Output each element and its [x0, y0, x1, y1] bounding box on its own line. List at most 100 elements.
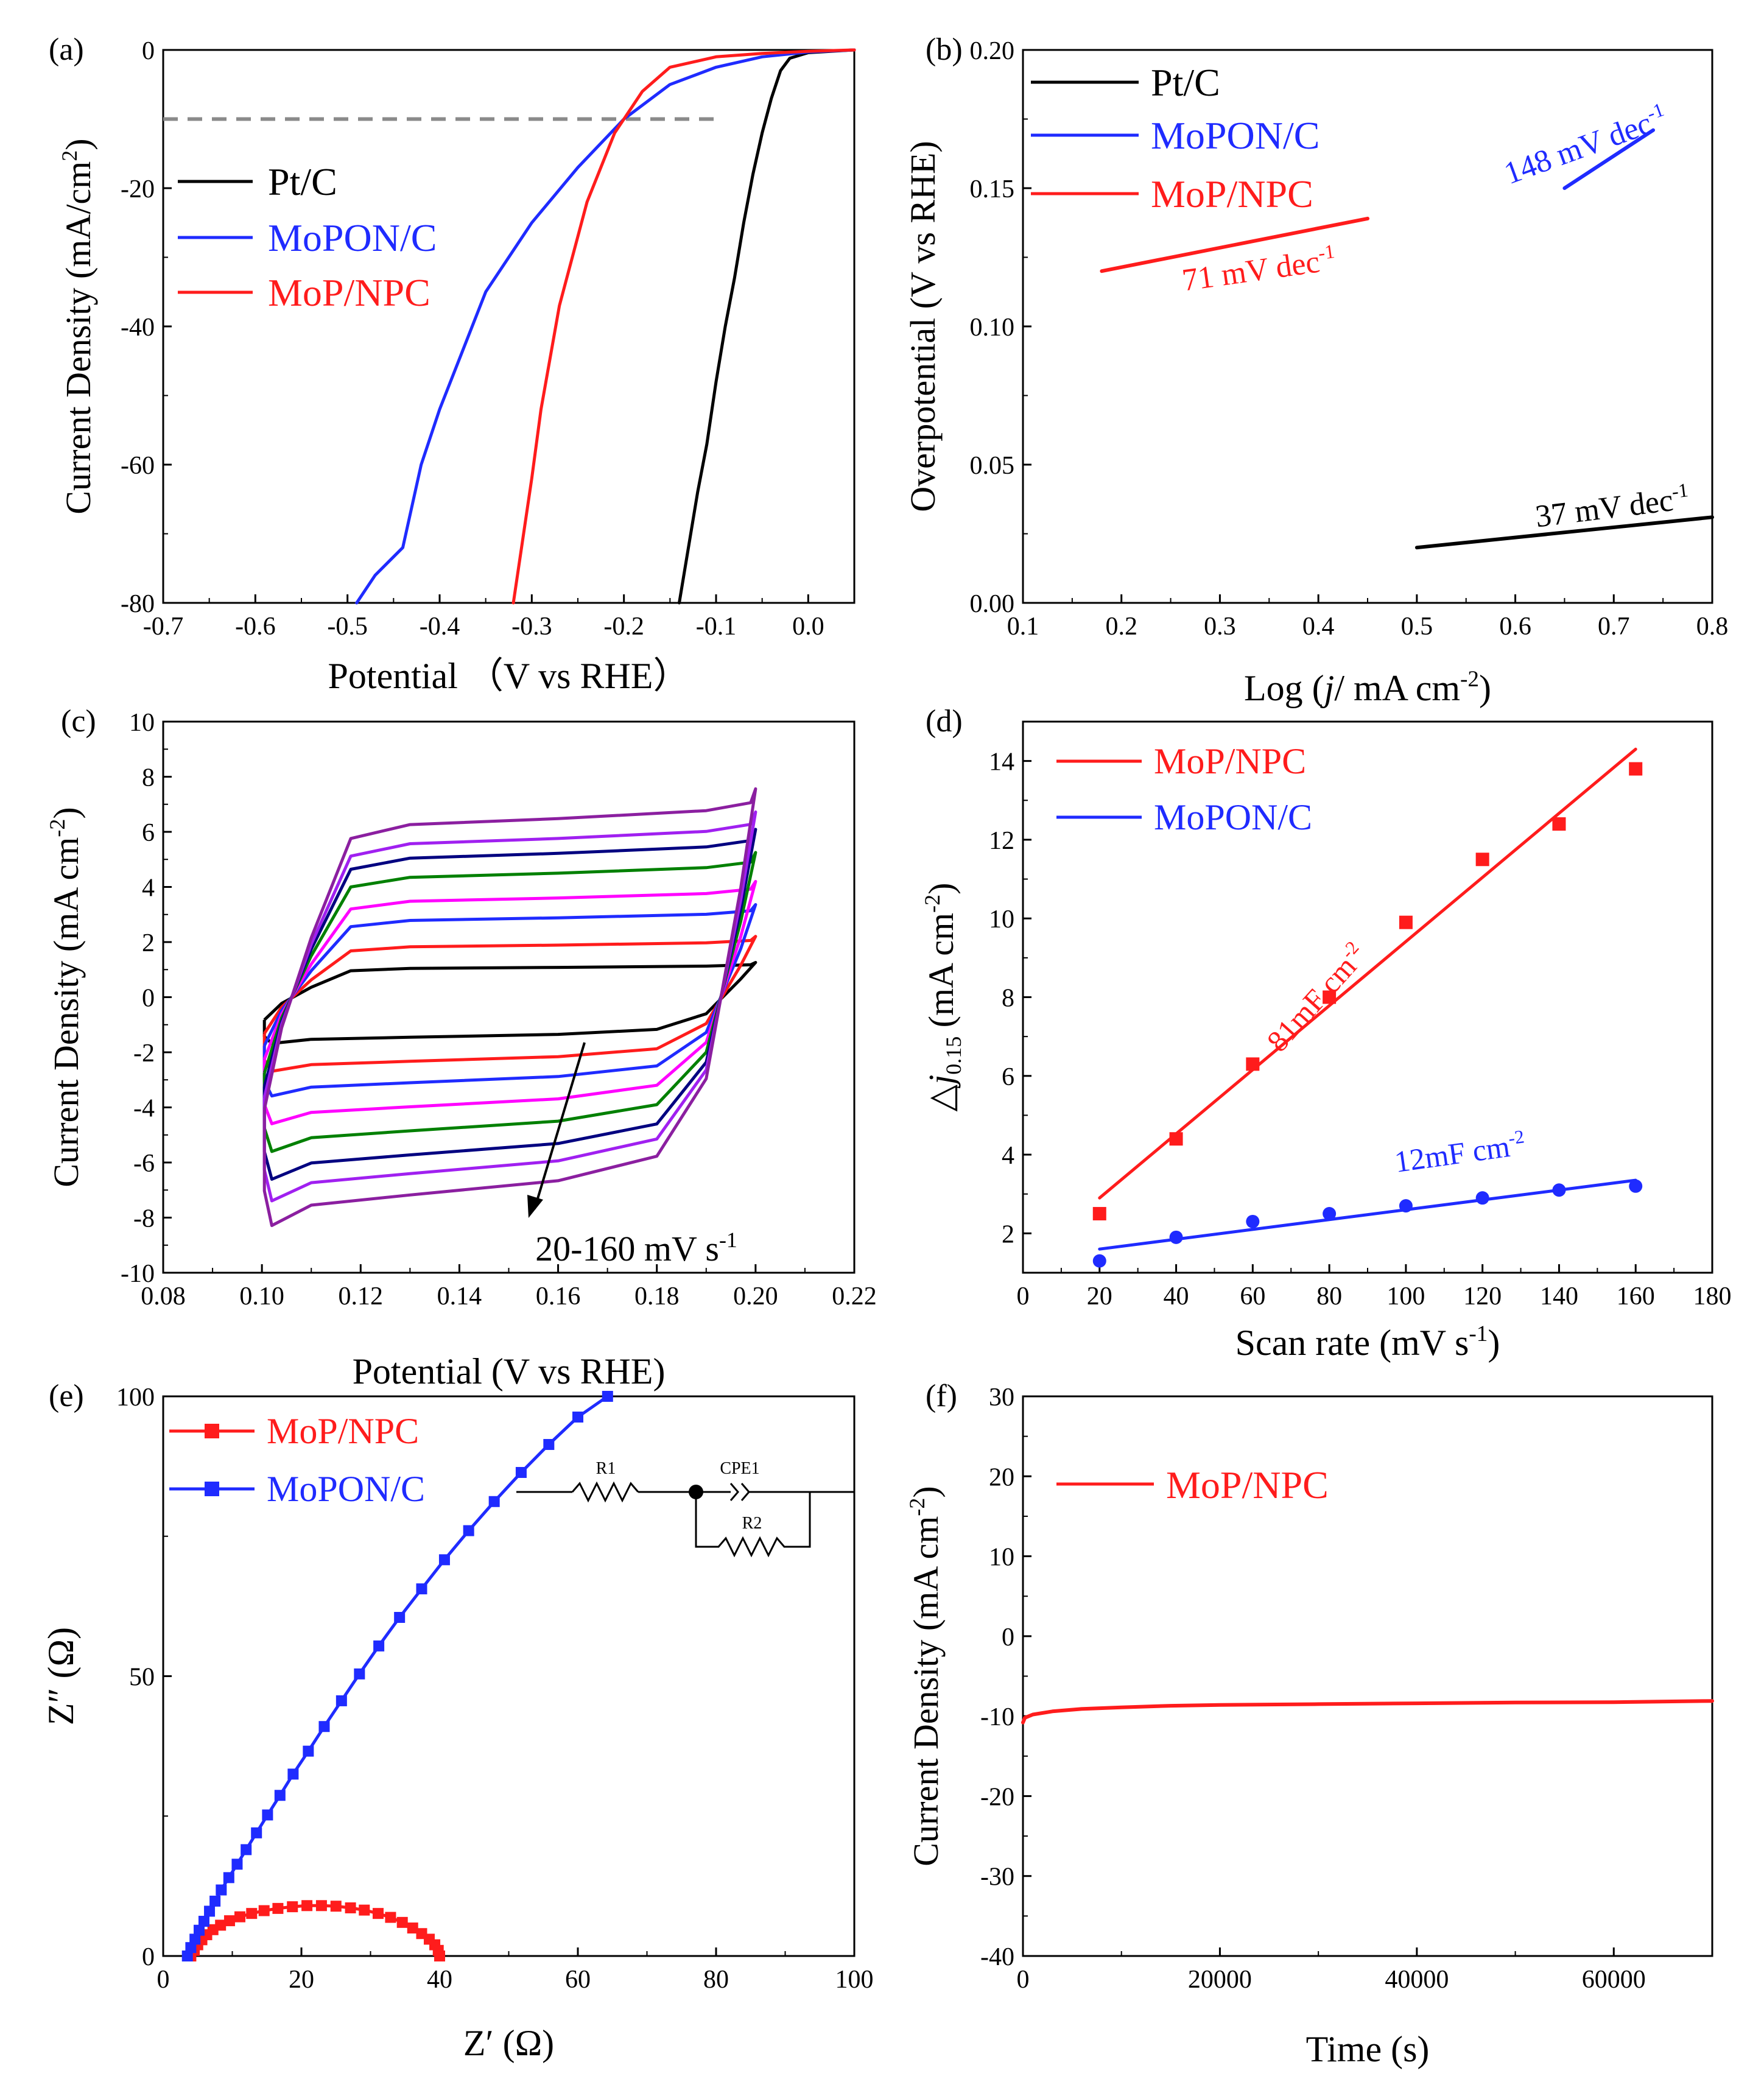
y-tick-label: 4 [1002, 1142, 1014, 1170]
panel-c: 0.08 0.10 0.12 0.14 0.16 0.18 0.20 0.22-10-8-6-… [45, 704, 877, 1391]
legend-marker [205, 1482, 219, 1496]
plot-frame [1022, 720, 1713, 1274]
x-tick-label: 40000 [1385, 1966, 1449, 1994]
x-axis-title: Potential （V vs RHE） [328, 656, 690, 696]
y-tick-label: 0.15 [970, 175, 1015, 203]
y-axis-title: Current Density (mA cm-2) [45, 807, 86, 1187]
x-tick-label: 0.16 [536, 1282, 581, 1310]
data-point [185, 1942, 197, 1954]
y-tick-label: -10 [980, 1703, 1014, 1731]
x-tick-label: -0.2 [603, 613, 644, 641]
y-tick-label: -40 [121, 314, 155, 342]
legend-label: MoP/NPC [268, 271, 430, 314]
y-tick-label: 6 [1002, 1063, 1014, 1091]
data-point [602, 1391, 613, 1402]
lsv-curve [678, 48, 856, 605]
y-tick-label: -8 [133, 1205, 155, 1233]
data-point [198, 1916, 209, 1927]
scan-rate-arrow [533, 1042, 586, 1209]
x-tick-label: 40 [1164, 1282, 1189, 1310]
x-tick-label: 40 [427, 1966, 452, 1994]
y-tick-label: 0.00 [970, 590, 1015, 618]
panel-letter: (f) [926, 1379, 957, 1413]
capacitance-label: 81mF cm-2 [1259, 937, 1374, 1058]
data-point [1323, 990, 1337, 1004]
x-tick-label: 0.14 [437, 1282, 482, 1310]
data-point [394, 1612, 406, 1623]
x-tick-label: 0.1 [1007, 613, 1039, 641]
legend-label: MoPON/C [1151, 114, 1319, 157]
x-tick-label: 0.12 [339, 1282, 384, 1310]
plot-frame [1022, 1395, 1713, 1957]
data-point [315, 1900, 327, 1912]
data-point [234, 1911, 245, 1922]
legend-label: MoP/NPC [1166, 1463, 1329, 1507]
label-part: 0.15 [941, 1036, 966, 1075]
y-tick-label: -10 [121, 1260, 155, 1288]
cpe-element [729, 1483, 750, 1501]
cv-loop [262, 880, 757, 1125]
y-tick-label: 14 [989, 748, 1014, 776]
data-point [336, 1695, 347, 1706]
label-part: Current Density (mA/cm [58, 161, 98, 515]
capacitance-label: 12mF cm-2 [1392, 1125, 1527, 1179]
y-tick-label: -6 [133, 1150, 155, 1178]
y-axis-title: △j0.15 (mA cm-2) [920, 883, 966, 1112]
label-part: (mA cm [921, 913, 961, 1036]
label-part: / mA cm [1334, 668, 1460, 708]
panel-a: -0.7 -0.6 -0.5 -0.4 -0.3 -0.2 -0.1 0.0 0 -20 -40 -6… [49, 32, 856, 696]
label-part: -1 [1316, 240, 1336, 264]
legend-label: MoPON/C [268, 216, 437, 259]
x-tick-label: 60 [1240, 1282, 1265, 1310]
data-point [215, 1919, 227, 1931]
linear-fit-line [1098, 1178, 1637, 1251]
data-point [543, 1439, 555, 1451]
data-point [223, 1872, 234, 1884]
data-point [303, 1745, 314, 1757]
y-tick-label: 0 [1002, 1623, 1014, 1652]
x-tick-label: 100 [835, 1966, 874, 1994]
data-point [204, 1905, 216, 1917]
x-axis-title: Scan rate (mV s-1) [1235, 1321, 1500, 1363]
panel-d: 0 20 40 60 80 100 120 140 160 180 2 4 6 8 10 12 14 (d) MoP… [920, 704, 1732, 1363]
data-point [1552, 817, 1566, 831]
y-tick-label: 100 [116, 1384, 155, 1412]
equivalent-circuit: R1 CPE1 R2 [516, 1459, 854, 1558]
x-tick-label: 20 [289, 1966, 314, 1994]
data-point [1169, 1132, 1183, 1146]
panel-letter: (a) [49, 32, 84, 67]
y-tick-label: 0.10 [970, 314, 1015, 342]
tafel-line [1100, 216, 1369, 273]
x-tick-label: 0.18 [634, 1282, 680, 1310]
y-tick-label: 0 [142, 985, 155, 1013]
x-tick-label: 0.4 [1302, 613, 1335, 641]
label-part: Current Density (mA cm [906, 1516, 946, 1866]
data-point [1092, 1254, 1106, 1268]
data-point [209, 1895, 221, 1907]
x-tick-label: -0.5 [327, 613, 368, 641]
label-part: △ [921, 1084, 961, 1111]
data-point [354, 1668, 365, 1680]
legend-label: MoPON/C [267, 1469, 425, 1509]
x-tick-label: 0.08 [141, 1282, 186, 1310]
data-point [359, 1904, 370, 1916]
label-part: -1 [1469, 1321, 1488, 1346]
panel-letter: (b) [926, 32, 963, 67]
data-point [1246, 1057, 1260, 1071]
data-point [272, 1902, 284, 1914]
label-part: -2 [1507, 1125, 1525, 1149]
data-point [407, 1922, 418, 1934]
label-part: ) [906, 1486, 946, 1497]
data-point [1475, 1191, 1489, 1205]
x-axis-title: Potential (V vs RHE) [353, 1351, 666, 1391]
x-tick-label: 20 [1087, 1282, 1112, 1310]
x-axis-title: Time (s) [1306, 2029, 1430, 2069]
x-tick-label: 60000 [1582, 1966, 1646, 1994]
y-tick-label: -30 [980, 1863, 1014, 1891]
x-tick-label: -0.1 [696, 613, 737, 641]
x-tick-label: 20000 [1188, 1966, 1252, 1994]
y-tick-label: 0.20 [970, 37, 1015, 65]
y-tick-label: 50 [129, 1664, 155, 1692]
resistor-r1 [571, 1481, 639, 1503]
